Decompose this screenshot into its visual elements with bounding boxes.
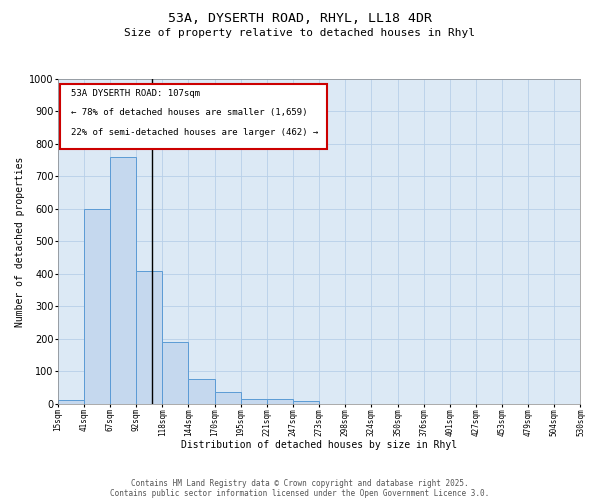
Y-axis label: Number of detached properties: Number of detached properties [15,156,25,326]
FancyBboxPatch shape [61,84,327,149]
Bar [136,270,163,404]
Bar [188,378,215,404]
Bar [241,399,267,404]
Text: ← 78% of detached houses are smaller (1,659): ← 78% of detached houses are smaller (1,… [71,108,307,117]
Text: Size of property relative to detached houses in Rhyl: Size of property relative to detached ho… [125,28,476,38]
Bar [163,342,188,404]
Text: 53A DYSERTH ROAD: 107sqm: 53A DYSERTH ROAD: 107sqm [71,88,200,98]
Bar [215,392,241,404]
Text: Contains public sector information licensed under the Open Government Licence 3.: Contains public sector information licen… [110,488,490,498]
Bar [293,400,319,404]
Text: Contains HM Land Registry data © Crown copyright and database right 2025.: Contains HM Land Registry data © Crown c… [131,478,469,488]
X-axis label: Distribution of detached houses by size in Rhyl: Distribution of detached houses by size … [181,440,457,450]
Bar [58,400,84,404]
Text: 53A, DYSERTH ROAD, RHYL, LL18 4DR: 53A, DYSERTH ROAD, RHYL, LL18 4DR [168,12,432,26]
Bar [110,157,136,404]
Text: 22% of semi-detached houses are larger (462) →: 22% of semi-detached houses are larger (… [71,128,318,136]
Bar [267,399,293,404]
Bar [84,209,110,404]
